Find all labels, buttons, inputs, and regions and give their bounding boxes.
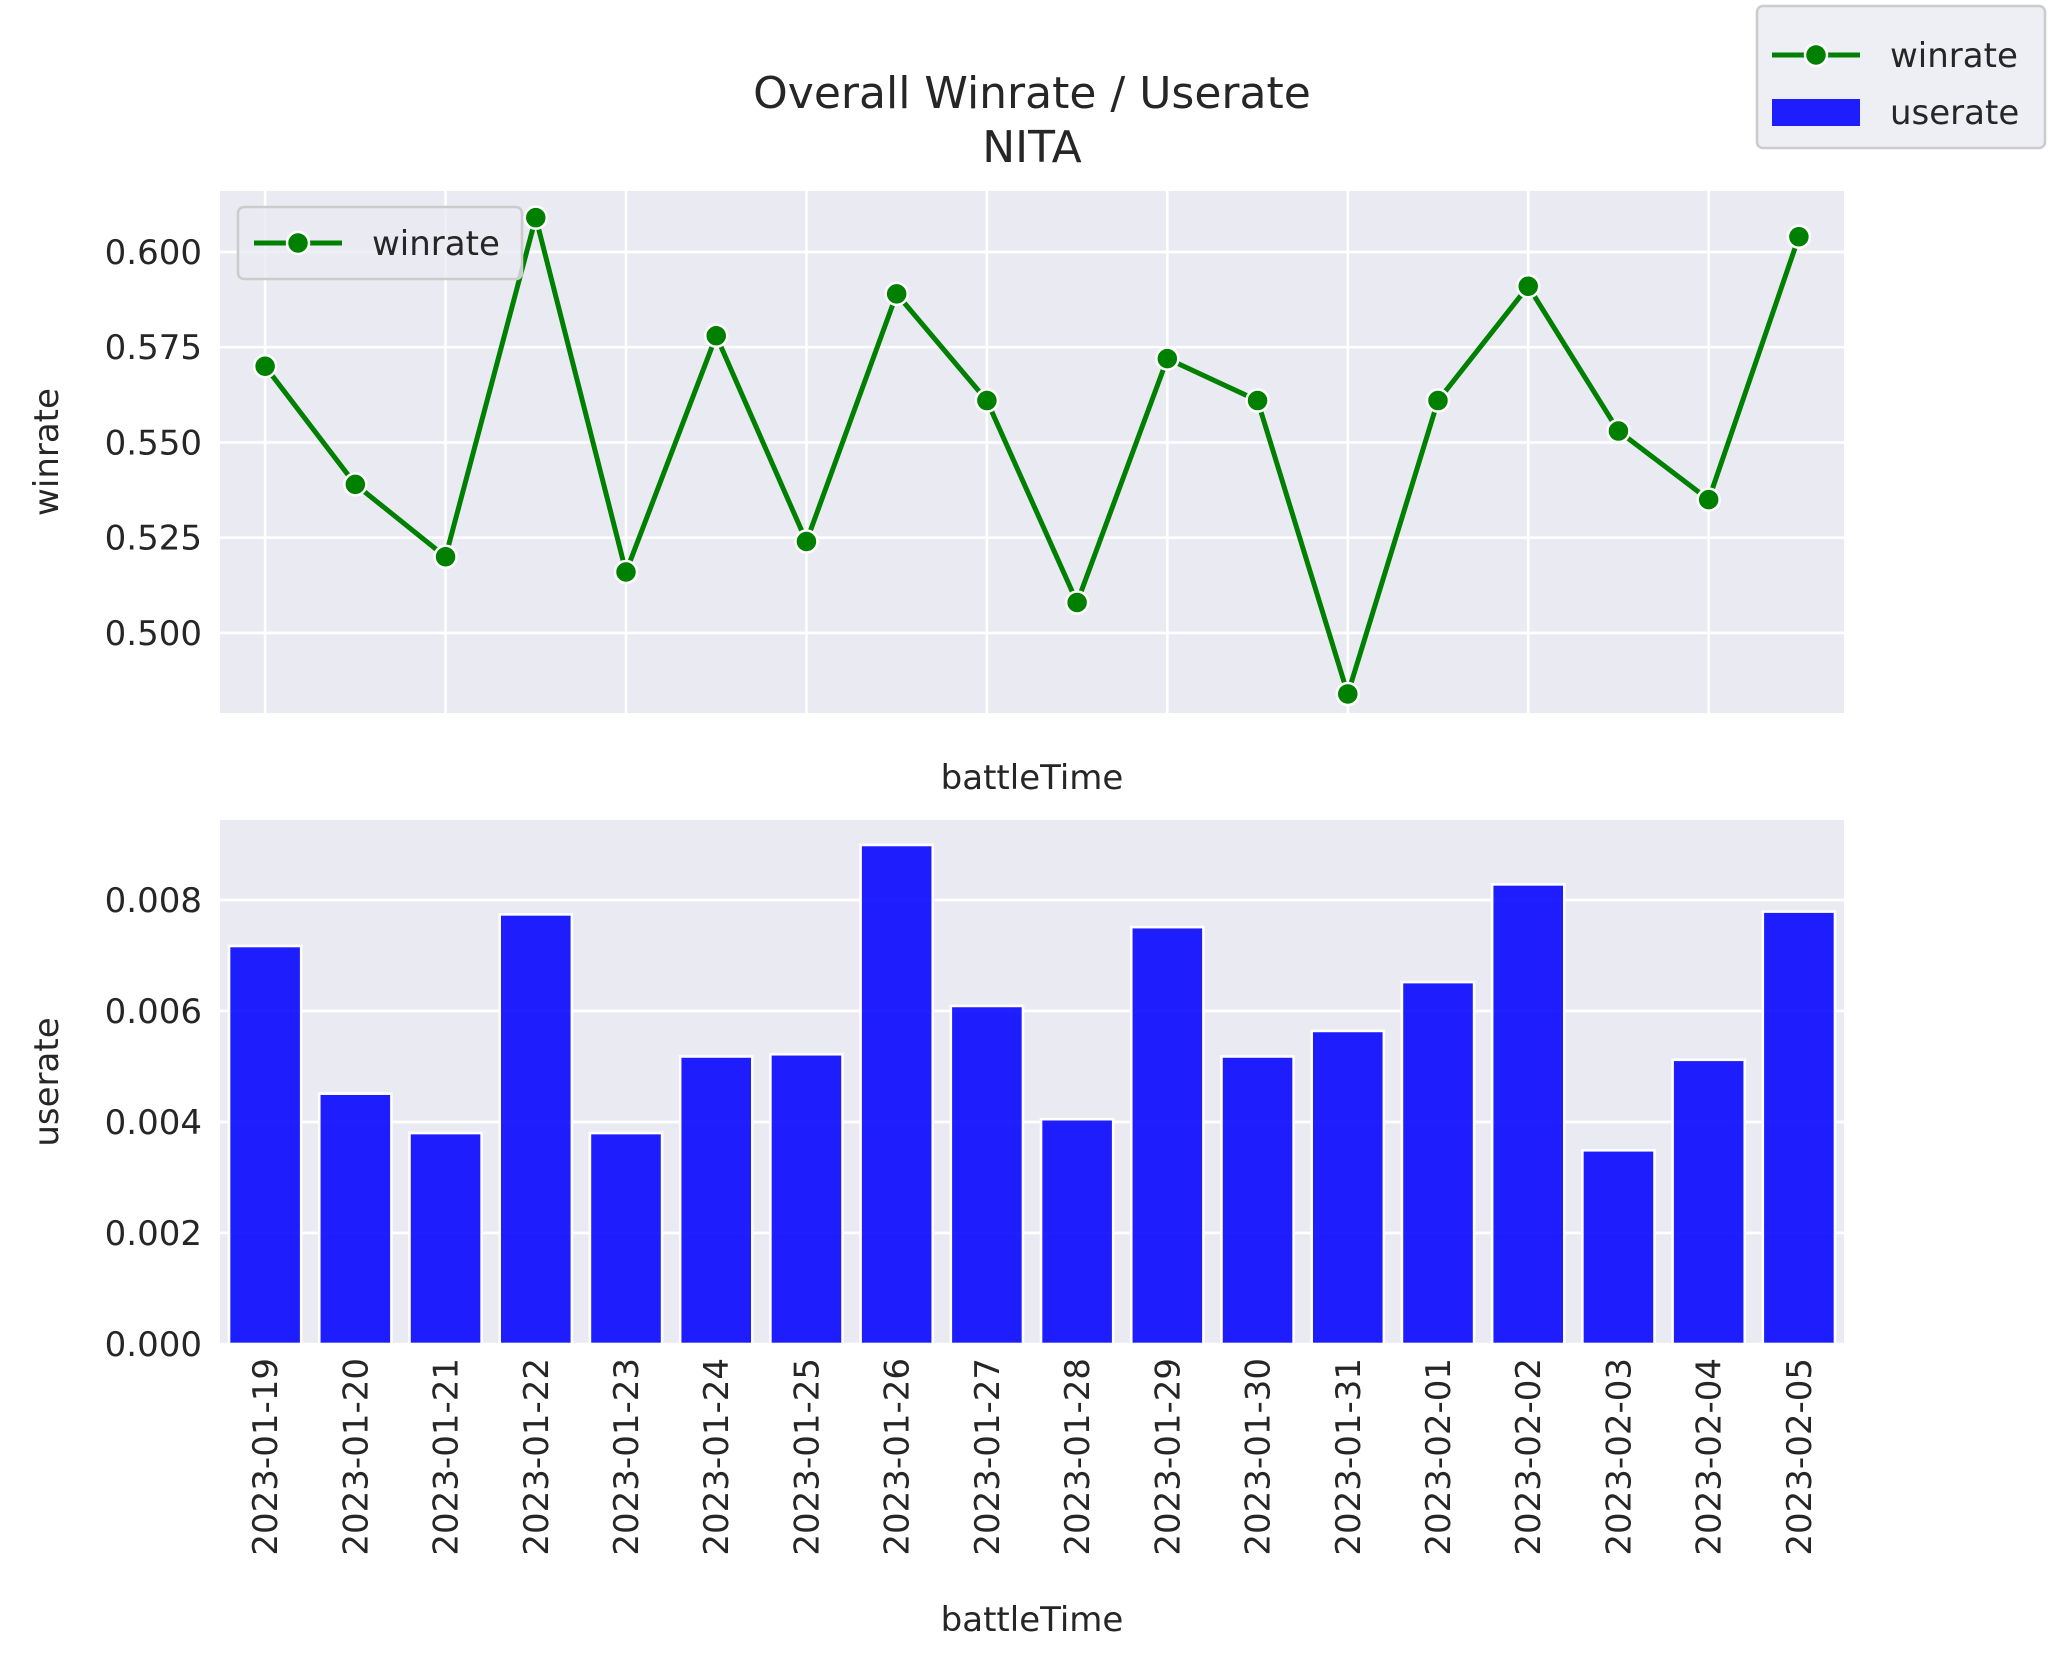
x-tick-label: 2023-01-30 (1239, 1358, 1279, 1556)
chart-title: Overall Winrate / Userate (753, 68, 1311, 119)
top-legend: winrate (236, 205, 524, 281)
winrate-point (1696, 487, 1721, 512)
userate-bar (408, 1131, 483, 1346)
userate-bar (1220, 1055, 1295, 1346)
winrate-point (884, 281, 909, 307)
x-tick-label: 2023-02-04 (1690, 1358, 1730, 1556)
bottom-y-ticks: 0.000 0.002 0.004 0.006 0.008 (105, 881, 202, 1365)
x-tick-label: 2023-01-24 (697, 1358, 737, 1556)
winrate-point (1515, 274, 1541, 299)
figure-legend: winrate userate (1755, 4, 2047, 150)
userate-bar (1400, 980, 1476, 1346)
x-tick-label: 2023-01-22 (517, 1358, 557, 1556)
userate-bar (1129, 925, 1205, 1346)
userate-bar (949, 1004, 1025, 1346)
top-y-tick-label: 0.600 (105, 233, 202, 273)
winrate-point (794, 529, 819, 554)
userate-bar (1581, 1148, 1656, 1346)
userate-bar (769, 1052, 844, 1346)
top-y-tick-label: 0.525 (105, 519, 202, 559)
legend-winrate-marker (285, 230, 311, 256)
winrate-point (1155, 346, 1180, 371)
top-legend-label: winrate (372, 224, 500, 264)
userate-bar (498, 913, 574, 1346)
winrate-point (1064, 590, 1090, 615)
x-tick-label: 2023-01-25 (787, 1358, 827, 1556)
winrate-point (1335, 681, 1361, 707)
bottom-plot-area (220, 820, 1844, 1344)
userate-bar (1761, 910, 1837, 1346)
x-tick-label: 2023-02-02 (1509, 1358, 1549, 1556)
top-panel: 0.500 0.525 0.550 0.575 0.600 winrate battle… (27, 191, 1844, 798)
userate-bar (317, 1092, 393, 1346)
x-tick-label: 2023-02-05 (1780, 1358, 1820, 1556)
top-y-tick-label: 0.550 (105, 423, 202, 463)
top-y-axis-label: winrate (27, 388, 67, 516)
x-tick-label: 2023-01-27 (968, 1358, 1008, 1556)
bottom-x-axis-label: battleTime (941, 1600, 1124, 1640)
userate-bar (859, 843, 935, 1346)
winrate-point (1245, 388, 1270, 413)
x-tick-label: 2023-02-03 (1599, 1358, 1639, 1556)
winrate-point (974, 388, 1000, 413)
bottom-y-tick-label: 0.002 (105, 1214, 202, 1254)
x-tick-label: 2023-01-29 (1148, 1358, 1188, 1556)
x-tick-label: 2023-01-19 (246, 1358, 286, 1556)
figure-legend-winrate-label: winrate (1890, 36, 2018, 76)
x-tick-label: 2023-02-01 (1419, 1358, 1459, 1556)
winrate-point (433, 544, 458, 570)
winrate-point (252, 354, 278, 379)
x-tick-label: 2023-01-28 (1058, 1358, 1098, 1556)
userate-bar (1671, 1058, 1747, 1346)
winrate-point (1425, 388, 1451, 413)
x-tick-label: 2023-01-26 (878, 1358, 918, 1556)
bottom-y-tick-label: 0.000 (105, 1325, 202, 1365)
userate-bar (1310, 1029, 1386, 1346)
figure-legend-userate-label: userate (1890, 93, 2019, 133)
figure-legend-winrate-marker (1803, 42, 1829, 68)
x-tick-label: 2023-01-20 (336, 1358, 376, 1556)
bottom-x-ticks: 2023-01-19 2023-01-20 2023-01-21 2023-01-22… (246, 1358, 1820, 1556)
x-tick-label: 2023-01-31 (1329, 1358, 1369, 1556)
winrate-point (1606, 418, 1631, 444)
userate-series (227, 843, 1837, 1346)
winrate-point (343, 472, 368, 497)
userate-bar (588, 1131, 664, 1346)
top-gridlines (220, 191, 1844, 713)
userate-bar (678, 1055, 754, 1346)
winrate-point (703, 323, 729, 349)
top-y-tick-label: 0.500 (105, 614, 202, 654)
winrate-point (1786, 224, 1812, 249)
bottom-gridlines (220, 898, 1844, 1346)
bottom-y-tick-label: 0.004 (105, 1103, 202, 1143)
x-tick-label: 2023-01-21 (427, 1358, 467, 1556)
x-tick-label: 2023-01-23 (607, 1358, 647, 1556)
winrate-series (252, 205, 1812, 707)
top-y-ticks: 0.500 0.525 0.550 0.575 0.600 (105, 233, 202, 654)
winrate-point (613, 559, 639, 585)
bottom-y-axis-label: userate (27, 1017, 67, 1146)
chart-subtitle: NITA (982, 122, 1081, 173)
userate-bar (1039, 1117, 1115, 1346)
top-y-tick-label: 0.575 (105, 328, 202, 368)
figure-legend-userate-patch (1772, 99, 1860, 126)
bottom-y-tick-label: 0.008 (105, 881, 202, 921)
bottom-y-tick-label: 0.006 (105, 992, 202, 1032)
top-x-axis-label: battleTime (941, 758, 1124, 798)
userate-bar (1490, 883, 1566, 1346)
userate-bar (227, 944, 303, 1346)
winrate-point (523, 205, 549, 230)
